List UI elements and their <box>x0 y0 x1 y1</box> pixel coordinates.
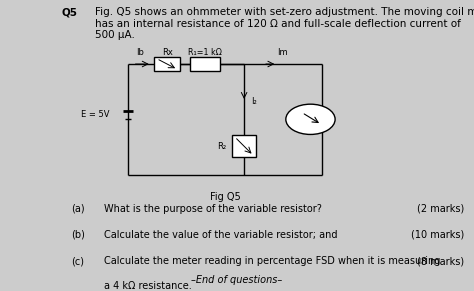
Text: R₁=1 kΩ: R₁=1 kΩ <box>188 48 222 57</box>
Text: (b): (b) <box>71 230 85 240</box>
Bar <box>154 57 180 71</box>
Text: (c): (c) <box>71 256 84 266</box>
Text: R₂: R₂ <box>218 142 227 151</box>
Text: Rx: Rx <box>162 48 173 57</box>
Text: E = 5V: E = 5V <box>81 111 109 119</box>
Text: Calculate the value of the variable resistor; and: Calculate the value of the variable resi… <box>104 230 338 240</box>
Text: Q5: Q5 <box>62 7 78 17</box>
Text: What is the purpose of the variable resistor?: What is the purpose of the variable resi… <box>104 204 322 214</box>
Bar <box>190 57 220 71</box>
Text: –End of questions–: –End of questions– <box>191 275 283 285</box>
Text: I₂: I₂ <box>251 97 257 107</box>
Text: Im: Im <box>277 48 287 57</box>
Text: Fig Q5: Fig Q5 <box>210 192 240 202</box>
Text: Fig. Q5 shows an ohmmeter with set-zero adjustment. The moving coil meter
has an: Fig. Q5 shows an ohmmeter with set-zero … <box>95 7 474 40</box>
Bar <box>232 135 256 157</box>
Text: (a): (a) <box>71 204 85 214</box>
Text: Ib: Ib <box>136 48 144 57</box>
Text: (10 marks): (10 marks) <box>411 230 465 240</box>
Text: (8 marks): (8 marks) <box>418 256 465 266</box>
Text: a 4 kΩ resistance.: a 4 kΩ resistance. <box>104 281 192 291</box>
Circle shape <box>286 104 335 134</box>
Text: (2 marks): (2 marks) <box>417 204 465 214</box>
Text: Calculate the meter reading in percentage FSD when it is measuring: Calculate the meter reading in percentag… <box>104 256 441 266</box>
